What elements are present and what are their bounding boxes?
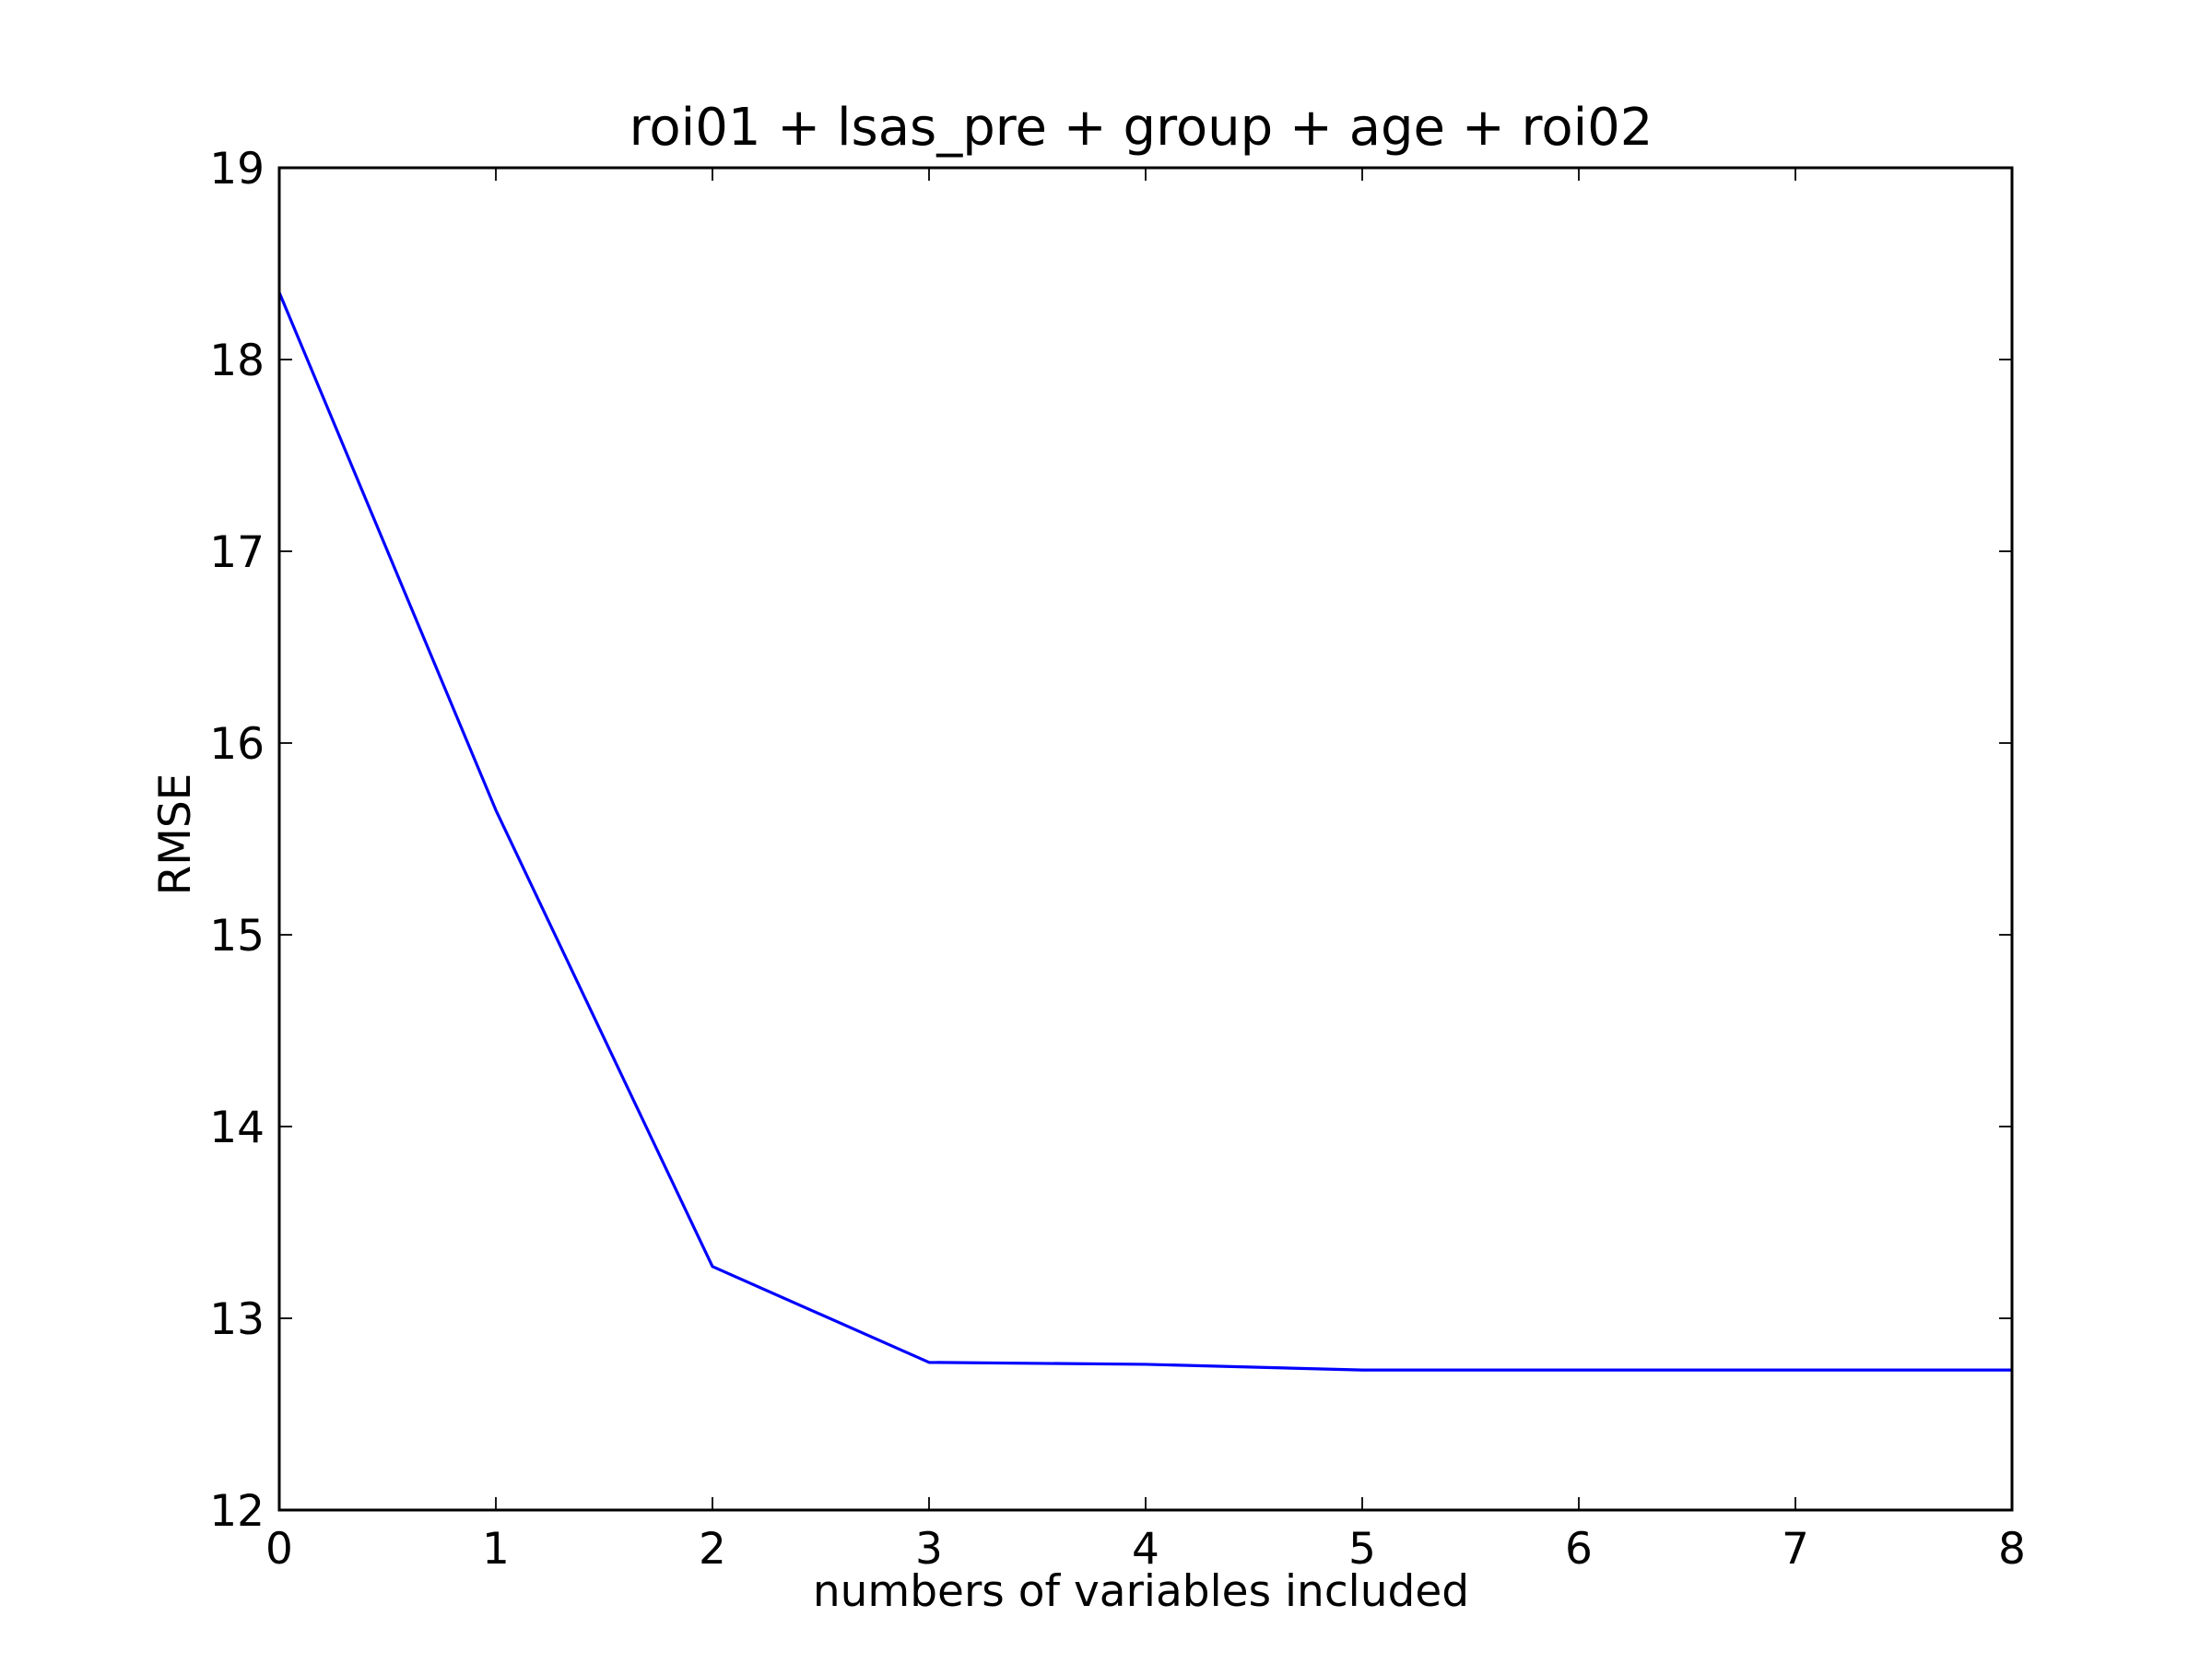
x-tick-label-0: 0 — [265, 1524, 293, 1575]
x-tick-label-6: 6 — [1565, 1524, 1593, 1575]
y-tick-label-14: 14 — [209, 1103, 265, 1153]
y-tick-label-19: 19 — [209, 144, 265, 195]
y-tick-labels: 12 13 14 15 16 17 18 19 — [209, 144, 265, 1537]
y-tick-label-13: 13 — [209, 1294, 265, 1345]
x-tick-label-8: 8 — [1998, 1524, 2026, 1575]
y-tick-label-12: 12 — [209, 1486, 265, 1537]
plot-area — [279, 168, 2012, 1510]
y-tick-label-17: 17 — [209, 527, 265, 578]
x-tick-label-7: 7 — [1782, 1524, 1809, 1575]
y-tick-label-18: 18 — [209, 336, 265, 386]
x-tick-label-1: 1 — [482, 1524, 510, 1575]
x-tick-label-2: 2 — [699, 1524, 726, 1575]
y-tick-label-16: 16 — [209, 719, 265, 770]
y-axis-label: RMSE — [150, 773, 201, 896]
plot-background — [279, 168, 2012, 1510]
chart-title: roi01 + lsas_pre + group + age + roi02 — [629, 98, 1653, 158]
y-tick-label-15: 15 — [209, 911, 265, 962]
x-axis-label: numbers of variables included — [813, 1566, 1469, 1617]
